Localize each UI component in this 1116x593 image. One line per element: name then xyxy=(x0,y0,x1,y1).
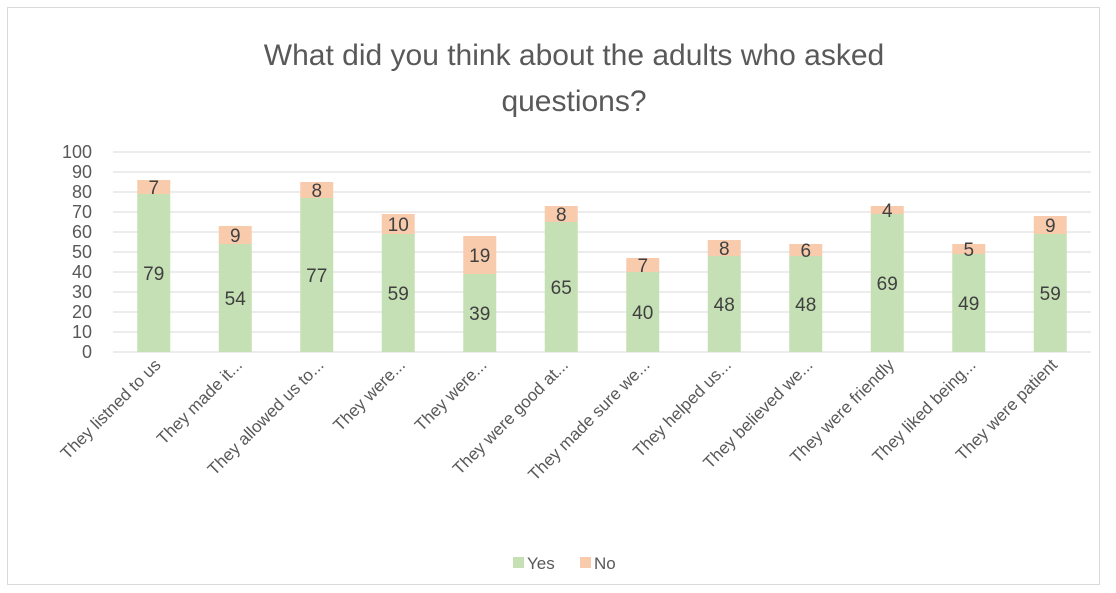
data-label-yes: 49 xyxy=(958,294,979,315)
gridlines xyxy=(113,151,1091,353)
legend: Yes No xyxy=(513,554,616,573)
data-label-yes: 77 xyxy=(306,266,327,287)
bar-yes xyxy=(463,274,497,352)
data-label-no: 8 xyxy=(556,205,567,226)
y-tick-label: 30 xyxy=(72,282,92,302)
bar-no xyxy=(1033,216,1067,234)
bar-yes xyxy=(789,256,823,352)
data-label-no: 9 xyxy=(230,226,241,247)
data-label-yes: 40 xyxy=(632,303,653,324)
legend-label-yes: Yes xyxy=(527,554,555,573)
data-label-no: 8 xyxy=(719,239,730,260)
data-label-no: 7 xyxy=(148,178,159,199)
bar-yes xyxy=(952,254,986,352)
data-label-no: 4 xyxy=(882,201,893,222)
bar-no xyxy=(218,226,252,244)
bar-no xyxy=(789,244,823,256)
data-label-no: 10 xyxy=(388,215,409,236)
bar-yes xyxy=(707,256,741,352)
y-tick-label: 20 xyxy=(72,302,92,322)
legend-swatch-yes xyxy=(513,557,524,568)
x-tick-label: They were... xyxy=(411,355,491,435)
bar-yes xyxy=(544,222,578,352)
y-tick-label: 50 xyxy=(72,242,92,262)
y-tick-label: 100 xyxy=(62,142,92,162)
bar-yes xyxy=(1033,234,1067,352)
bar-no xyxy=(381,214,415,234)
data-label-yes: 48 xyxy=(714,295,735,316)
chart-area: What did you think about the adults who … xyxy=(7,7,1100,585)
chart-title: What did you think about the adults who … xyxy=(264,39,884,118)
data-label-yes: 48 xyxy=(795,295,816,316)
y-tick-label: 80 xyxy=(72,182,92,202)
data-labels: 79 7 54 9 77 8 59 10 39 19 65 8 40 7 48 8 48 6 69 4 49 5 59 9 xyxy=(143,178,1061,325)
bars xyxy=(137,180,1067,352)
y-tick-label: 60 xyxy=(72,222,92,242)
bar-yes xyxy=(870,214,904,352)
x-tick-label: They listned to us xyxy=(57,355,165,463)
data-label-no: 8 xyxy=(311,181,322,202)
bar-no xyxy=(463,236,497,274)
bar-yes xyxy=(218,244,252,352)
data-label-no: 5 xyxy=(963,240,974,261)
bar-yes xyxy=(137,194,171,352)
bar-no xyxy=(626,258,660,272)
bar-no xyxy=(300,182,334,198)
data-label-yes: 39 xyxy=(469,304,490,325)
y-tick-label: 70 xyxy=(72,202,92,222)
x-tick-label: They made it... xyxy=(153,355,246,448)
bar-yes xyxy=(626,272,660,352)
data-label-no: 19 xyxy=(469,246,490,267)
bar-no xyxy=(137,180,171,194)
y-tick-label: 10 xyxy=(72,322,92,342)
legend-swatch-no xyxy=(580,557,591,568)
y-tick-label: 40 xyxy=(72,262,92,282)
data-label-no: 7 xyxy=(637,256,648,277)
data-label-yes: 79 xyxy=(143,264,164,285)
data-label-no: 6 xyxy=(800,241,811,262)
bar-no xyxy=(952,244,986,254)
chart-title-line-1: What did you think about the adults who … xyxy=(264,39,884,72)
bar-no xyxy=(870,206,904,214)
y-tick-label: 90 xyxy=(72,162,92,182)
bar-no xyxy=(707,240,741,256)
data-label-yes: 59 xyxy=(1040,284,1061,305)
chart-title-line-2: questions? xyxy=(501,85,646,118)
y-tick-label: 0 xyxy=(82,342,92,362)
data-label-yes: 69 xyxy=(877,274,898,295)
stacked-bar-chart: What did you think about the adults who … xyxy=(57,39,1091,573)
legend-label-no: No xyxy=(594,554,616,573)
x-tick-label: They were... xyxy=(329,355,409,435)
data-label-yes: 65 xyxy=(551,278,572,299)
bar-yes xyxy=(381,234,415,352)
data-label-no: 9 xyxy=(1045,216,1056,237)
bar-yes xyxy=(300,198,334,352)
data-label-yes: 54 xyxy=(225,289,247,310)
data-label-yes: 59 xyxy=(388,284,409,305)
bar-no xyxy=(544,206,578,222)
